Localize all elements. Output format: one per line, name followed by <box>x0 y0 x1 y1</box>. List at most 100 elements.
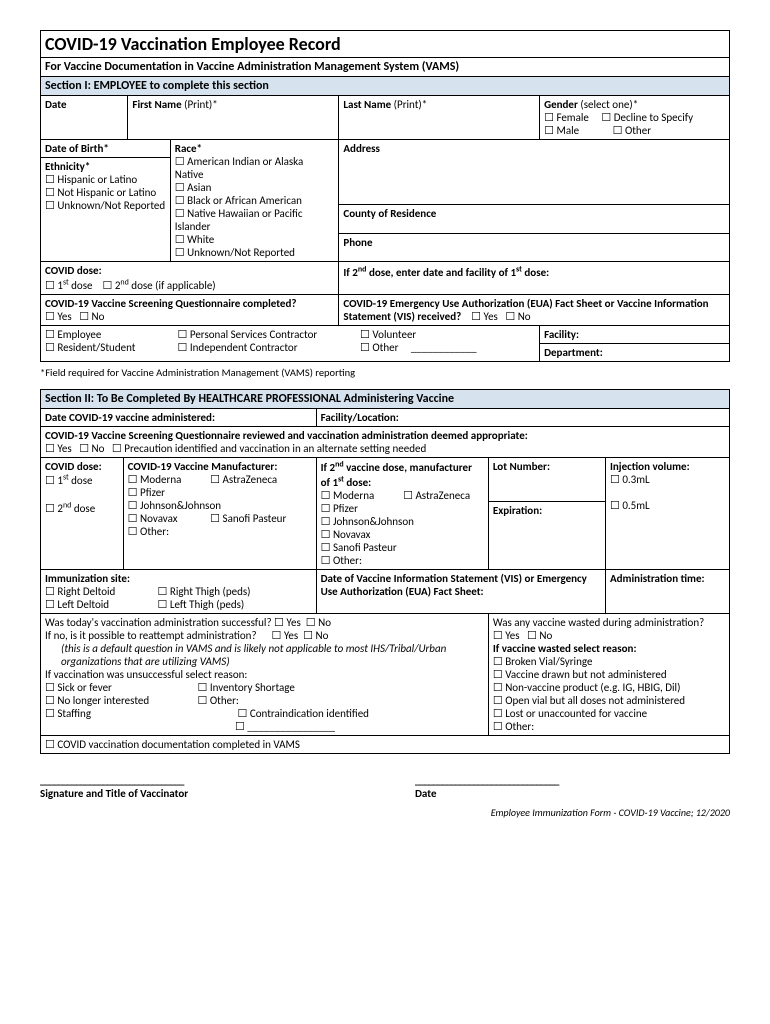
select-one: (select one)* <box>578 98 638 111</box>
eua-no[interactable]: No <box>505 310 530 323</box>
inj-vol-label: Injection volume: <box>610 460 690 473</box>
w-drawn[interactable]: Vaccine drawn but not administered <box>493 668 667 681</box>
form-subtitle: For Vaccine Documentation in Vaccine Adm… <box>41 58 730 77</box>
if2-az[interactable]: AstraZeneca <box>403 489 470 502</box>
w-open[interactable]: Open vial but all doses not administered <box>493 694 685 707</box>
date-label: Date <box>45 98 66 111</box>
type-psc[interactable]: Personal Services Contractor <box>178 328 348 341</box>
imm-site-label: Immunization site: <box>45 572 130 585</box>
dose-1[interactable]: 1st dose <box>45 279 93 292</box>
sig-line-1: ________________________________ <box>40 774 355 787</box>
eth-3[interactable]: Unknown/Not Reported <box>45 199 165 212</box>
type-resident[interactable]: Resident/Student <box>45 341 165 354</box>
eua-yes[interactable]: Yes <box>471 310 498 323</box>
w-nonvac[interactable]: Non-vaccine product (e.g. IG, HBIG, Dil) <box>493 681 681 694</box>
reattempt-q: If no, is it possible to reattempt admin… <box>45 629 257 642</box>
covid-dose-label: COVID dose: <box>45 264 102 277</box>
eth-1[interactable]: Hispanic or Latino <box>45 173 137 186</box>
mfr-other[interactable]: Other: <box>128 525 169 538</box>
w-other[interactable]: Other: <box>493 720 534 733</box>
type-ic[interactable]: Independent Contractor <box>178 341 348 354</box>
vol-03[interactable]: 0.3mL <box>610 473 650 486</box>
site-ld[interactable]: Left Deltoid <box>45 598 145 611</box>
u-sick[interactable]: Sick or fever <box>45 681 185 694</box>
date-admin-label: Date COVID-19 vaccine administered: <box>45 411 215 424</box>
if2-jj[interactable]: Johnson&Johnson <box>321 515 414 528</box>
sr-yes[interactable]: Yes <box>45 442 72 455</box>
site-rt[interactable]: Right Thigh (peds) <box>158 585 251 598</box>
race-label: Race* <box>175 142 202 155</box>
mfr-moderna[interactable]: Moderna <box>128 473 198 486</box>
eth-2[interactable]: Not Hispanic or Latino <box>45 186 156 199</box>
mfr-sanofi[interactable]: Sanofi Pasteur <box>210 512 286 525</box>
gender-label: Gender <box>544 98 578 111</box>
gender-other[interactable]: Other <box>613 124 651 137</box>
wasted-yes[interactable]: Yes <box>493 629 520 642</box>
race-3[interactable]: Black or African American <box>175 194 302 207</box>
u-other[interactable]: Other: <box>198 694 239 707</box>
success-yes[interactable]: Yes <box>274 616 301 629</box>
w-broken[interactable]: Broken Vial/Syringe <box>493 655 593 668</box>
dose-2[interactable]: 2nd dose (if applicable) <box>102 279 215 292</box>
screening-q-label: COVID-19 Vaccine Screening Questionnaire… <box>45 297 296 310</box>
if2-sanofi[interactable]: Sanofi Pasteur <box>321 541 397 554</box>
success-q: Was today's vaccination administration s… <box>45 616 272 629</box>
if2-mfr-label: If 2nd vaccine dose, manufacturer of 1st… <box>321 461 472 489</box>
u-contra[interactable]: Contraindication identified <box>238 707 369 720</box>
s2-dose-1[interactable]: 1st dose <box>45 474 93 487</box>
sig-date-label: Date <box>415 787 730 800</box>
mfr-label: COVID-19 Vaccine Manufacturer: <box>128 460 278 473</box>
race-2[interactable]: Asian <box>175 181 212 194</box>
type-volunteer[interactable]: Volunteer <box>360 328 416 341</box>
mfr-az[interactable]: AstraZeneca <box>210 473 277 486</box>
sr-precaution[interactable]: Precaution identified and vaccination in… <box>112 442 426 455</box>
race-1[interactable]: American Indian or Alaska Native <box>175 155 304 181</box>
race-5[interactable]: White <box>175 233 215 246</box>
section-2-header: Section II: To Be Completed By HEALTHCAR… <box>41 389 730 408</box>
gender-decline[interactable]: Decline to Specify <box>601 111 693 124</box>
type-employee[interactable]: Employee <box>45 328 165 341</box>
first-name-label: First Name <box>132 98 181 111</box>
screening-no[interactable]: No <box>79 310 104 323</box>
u-staff[interactable]: Staffing <box>45 707 185 720</box>
site-lt[interactable]: Left Thigh (peds) <box>158 598 245 611</box>
reattempt-no[interactable]: No <box>303 629 328 642</box>
mfr-jj[interactable]: Johnson&Johnson <box>128 499 221 512</box>
if2-other[interactable]: Other: <box>321 554 362 567</box>
if-2nd-dose-label: If 2nd dose, enter date and facility of … <box>343 266 549 279</box>
fac-loc-label: Facility/Location: <box>321 411 399 424</box>
gender-male[interactable]: Male <box>544 124 579 137</box>
mfr-novavax[interactable]: Novavax <box>128 512 198 525</box>
type-other[interactable]: Other ____________ <box>360 341 477 354</box>
vol-05[interactable]: 0.5mL <box>610 499 650 512</box>
u-inv[interactable]: Inventory Shortage <box>198 681 295 694</box>
section-1-header: Section I: EMPLOYEE to complete this sec… <box>41 77 730 96</box>
w-lost[interactable]: Lost or unaccounted for vaccine <box>493 707 647 720</box>
race-4[interactable]: Native Hawaiian or Pacific Islander <box>175 207 303 233</box>
site-rd[interactable]: Right Deltoid <box>45 585 145 598</box>
u-blank[interactable]: ________________ <box>235 720 335 733</box>
reattempt-yes[interactable]: Yes <box>271 629 298 642</box>
u-nli[interactable]: No longer interested <box>45 694 185 707</box>
s2-covid-dose-label: COVID dose: <box>45 460 102 473</box>
if2-moderna[interactable]: Moderna <box>321 489 391 502</box>
last-name-label: Last Name <box>343 98 391 111</box>
lot-label: Lot Number: <box>493 460 550 473</box>
section-2-table: Section II: To Be Completed By HEALTHCAR… <box>40 389 730 754</box>
unsuccess-reason-label: If vaccination was unsuccessful select r… <box>45 668 247 681</box>
address-label: Address <box>343 142 380 155</box>
race-6[interactable]: Unknown/Not Reported <box>175 246 295 259</box>
screening-yes[interactable]: Yes <box>45 310 72 323</box>
gender-female[interactable]: Female <box>544 111 589 124</box>
sr-no[interactable]: No <box>79 442 104 455</box>
if2-pfizer[interactable]: Pfizer <box>321 502 391 515</box>
page-footer: Employee Immunization Form - COVID-19 Va… <box>40 806 730 819</box>
success-no[interactable]: No <box>306 616 331 629</box>
phone-label: Phone <box>343 236 372 249</box>
facility-label: Facility: <box>544 328 579 341</box>
if2-novavax[interactable]: Novavax <box>321 528 391 541</box>
mfr-pfizer[interactable]: Pfizer <box>128 486 198 499</box>
wasted-no[interactable]: No <box>527 629 552 642</box>
s2-dose-2[interactable]: 2nd dose <box>45 502 95 515</box>
doc-complete[interactable]: COVID vaccination documentation complete… <box>45 738 300 751</box>
